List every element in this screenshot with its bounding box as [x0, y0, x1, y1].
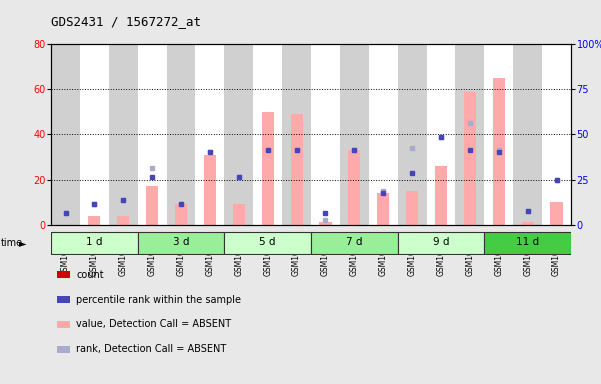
Bar — [369, 44, 398, 225]
Bar — [138, 232, 224, 254]
Text: 1 d: 1 d — [86, 237, 103, 247]
Bar — [224, 44, 253, 225]
Bar — [484, 44, 513, 225]
Bar — [253, 44, 282, 225]
Text: count: count — [76, 270, 104, 280]
Bar — [195, 44, 224, 225]
Bar — [551, 202, 563, 225]
Bar — [348, 150, 361, 225]
Bar — [224, 232, 311, 254]
Bar — [204, 155, 216, 225]
Bar — [51, 232, 138, 254]
Bar — [290, 114, 303, 225]
Bar — [311, 232, 398, 254]
Bar — [282, 44, 311, 225]
Bar — [117, 216, 129, 225]
Bar — [261, 112, 274, 225]
Bar — [175, 204, 187, 225]
Text: 11 d: 11 d — [516, 237, 539, 247]
Bar — [146, 186, 158, 225]
Bar — [138, 44, 166, 225]
Bar — [80, 44, 109, 225]
Text: rank, Detection Call = ABSENT: rank, Detection Call = ABSENT — [76, 344, 227, 354]
Bar — [377, 193, 389, 225]
Bar — [484, 232, 571, 254]
Bar — [398, 232, 484, 254]
Bar — [88, 216, 100, 225]
Bar — [464, 91, 476, 225]
Bar — [109, 44, 138, 225]
Bar — [427, 44, 456, 225]
Bar — [166, 44, 195, 225]
Bar — [319, 222, 332, 225]
Bar — [233, 204, 245, 225]
Bar — [456, 44, 484, 225]
Bar — [311, 44, 340, 225]
Text: 5 d: 5 d — [260, 237, 276, 247]
Bar — [406, 191, 418, 225]
Bar — [522, 222, 534, 225]
Text: percentile rank within the sample: percentile rank within the sample — [76, 295, 242, 305]
Bar — [513, 44, 542, 225]
Bar — [51, 44, 80, 225]
Bar — [435, 166, 447, 225]
Text: time: time — [1, 238, 23, 248]
Text: value, Detection Call = ABSENT: value, Detection Call = ABSENT — [76, 319, 231, 329]
Text: 3 d: 3 d — [173, 237, 189, 247]
Text: 7 d: 7 d — [346, 237, 362, 247]
Text: GDS2431 / 1567272_at: GDS2431 / 1567272_at — [51, 15, 201, 28]
Text: 9 d: 9 d — [433, 237, 449, 247]
Bar — [398, 44, 427, 225]
Bar — [542, 44, 571, 225]
Text: ►: ► — [19, 238, 26, 248]
Bar — [340, 44, 369, 225]
Bar — [493, 78, 505, 225]
